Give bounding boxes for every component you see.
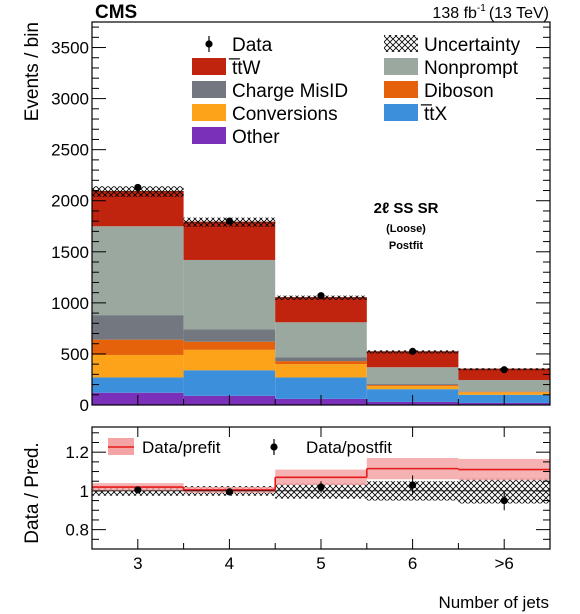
y-tick-label: 0	[80, 396, 89, 415]
bar-nonprompt	[92, 226, 184, 316]
bar-conversions	[366, 386, 459, 390]
legend-label: Data	[232, 35, 273, 56]
y-tick-label: 1500	[51, 243, 89, 262]
legend-swatch	[384, 104, 418, 121]
data-point	[317, 292, 325, 300]
ratio-y-axis-label: Data / Pred.	[22, 442, 43, 543]
data-point	[225, 217, 233, 225]
region-title: 2ℓ SS SR	[374, 200, 439, 217]
y-tick-label: 1000	[51, 294, 89, 313]
x-tick-label: >6	[495, 554, 514, 573]
x-axis-label: Number of jets	[438, 593, 549, 612]
bar-ttW	[366, 351, 459, 368]
upper-panel: 0 500 1000 1500 2000 2500 3000 3500 Events / bin…	[22, 21, 551, 415]
bar-ttW	[183, 222, 276, 260]
bar-nonprompt	[366, 367, 459, 385]
bar-chargemisid	[92, 315, 184, 340]
legend-swatch	[384, 81, 418, 98]
bar-nonprompt	[458, 379, 550, 392]
y-tick-label: 500	[61, 345, 89, 364]
y-tick-label: 2500	[51, 141, 89, 160]
legend-hatch	[384, 35, 418, 52]
region-subtitle: (Loose)	[386, 223, 426, 235]
x-tick-label: 6	[408, 554, 417, 573]
y-tick-label: 3500	[51, 39, 89, 58]
bar-chargemisid	[458, 391, 550, 392]
bar-diboson	[275, 361, 367, 365]
bar-ttX	[183, 370, 276, 396]
bar-conversions	[275, 364, 367, 378]
postfit-point	[500, 496, 508, 505]
lumi-value: 138 fb	[432, 5, 477, 22]
ratio-y-tick-label: 1.2	[65, 443, 89, 462]
postfit-point	[317, 483, 325, 491]
postfit-point	[409, 481, 417, 489]
bar-ttW	[92, 191, 184, 227]
ratio-y-tick-label: 1	[80, 482, 89, 501]
legend-label: Charge MisID	[232, 81, 348, 102]
x-tick-label: 4	[225, 554, 234, 573]
bar-nonprompt	[275, 322, 367, 358]
bar-chargemisid	[275, 357, 367, 362]
data-point	[134, 183, 142, 192]
bar-ttX	[92, 377, 184, 393]
bar-ttW	[275, 297, 367, 323]
legend-label: t̅tW	[228, 58, 260, 79]
legend-swatch	[192, 81, 226, 98]
postfit-point	[134, 486, 142, 494]
legend-postfit-label: Data/postfit	[306, 438, 392, 457]
ratio-y-tick-label: 0.8	[65, 521, 89, 540]
legend-label: Uncertainty	[424, 35, 521, 56]
uncertainty-hatch	[92, 186, 184, 197]
luminosity-label: 138 fb-1 (13 TeV)	[432, 3, 549, 22]
bar-nonprompt	[183, 259, 276, 330]
legend-label: Other	[232, 127, 280, 148]
bar-conversions	[92, 354, 184, 378]
legend-marker	[205, 40, 213, 48]
y-tick-label: 3000	[51, 90, 89, 109]
energy-value: (13 TeV)	[489, 5, 549, 22]
bar-conversions	[458, 392, 550, 395]
lumi-exponent: -1	[477, 3, 486, 14]
bar-chargemisid	[366, 384, 459, 386]
bar-chargemisid	[183, 329, 276, 342]
data-point	[500, 366, 508, 374]
bar-diboson	[92, 339, 184, 355]
region-fit-label: Postfit	[389, 240, 424, 252]
postfit-point	[225, 488, 233, 496]
x-tick-label: 3	[133, 554, 142, 573]
data-point	[409, 347, 417, 355]
legend-swatch	[384, 58, 418, 75]
legend-label: Conversions	[232, 104, 338, 125]
legend-swatch	[192, 104, 226, 121]
legend-label: Diboson	[424, 81, 494, 102]
legend-label: Nonprompt	[424, 58, 519, 79]
ratio-panel: 0.8 1 1.2 3 4 5 6 >6 Number of jets Data / Pred. D…	[22, 426, 551, 612]
bar-ttX	[275, 377, 367, 399]
legend-prefit-label: Data/prefit	[142, 438, 221, 457]
bar-ttW	[458, 369, 550, 380]
bar-diboson	[458, 391, 550, 393]
y-tick-label: 2000	[51, 192, 89, 211]
legend-swatch	[192, 58, 226, 75]
legend-postfit-marker	[270, 443, 278, 451]
y-axis-label: Events / bin	[22, 22, 43, 121]
experiment-label: CMS	[95, 2, 137, 23]
legend-label: t̅tX	[420, 104, 447, 125]
bar-conversions	[183, 349, 276, 371]
x-tick-label: 5	[316, 554, 325, 573]
bar-diboson	[183, 341, 276, 350]
bar-diboson	[366, 385, 459, 387]
legend-swatch	[192, 127, 226, 144]
